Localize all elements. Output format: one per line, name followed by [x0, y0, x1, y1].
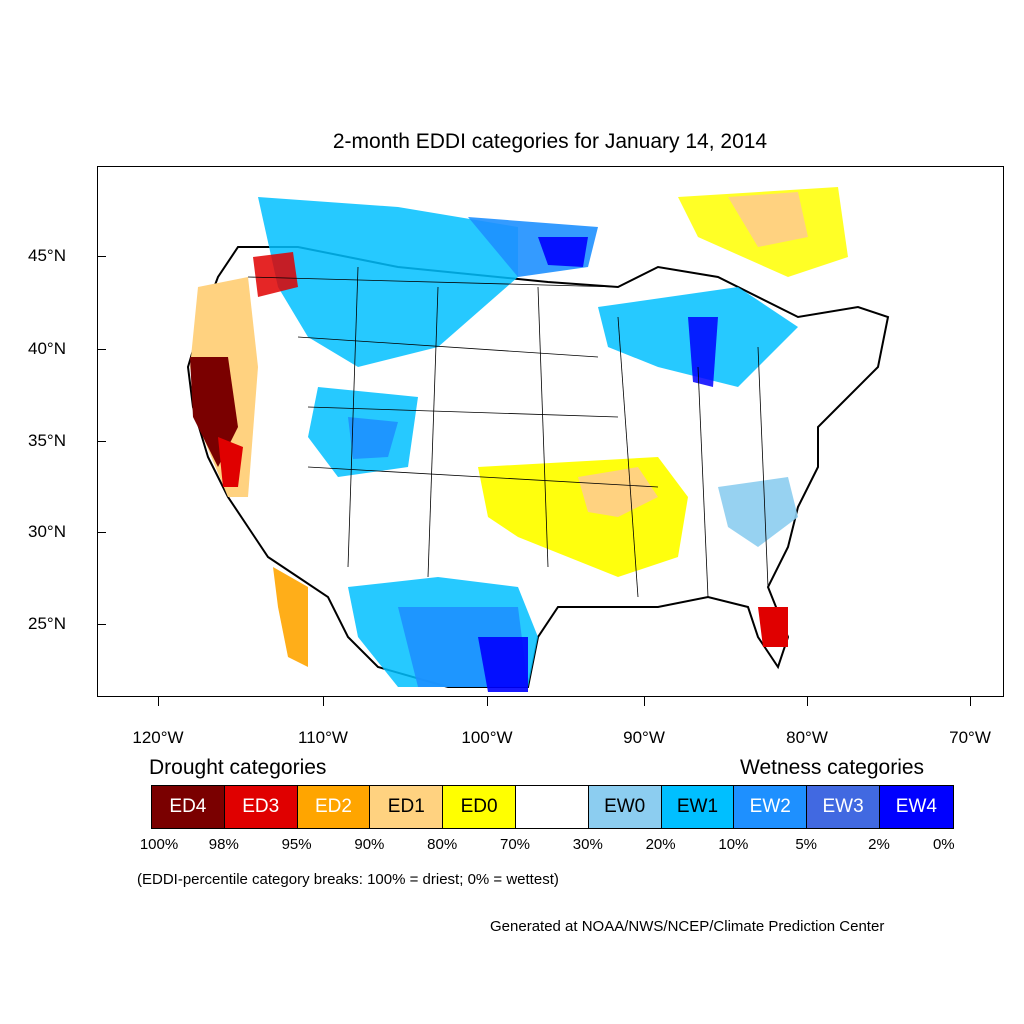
y-label-35: 35°N: [28, 431, 66, 450]
y-label-40: 40°N: [28, 339, 66, 358]
x-label-100: 100°W: [461, 728, 513, 747]
dry-baja: [273, 567, 308, 667]
y-tick-45: [97, 256, 106, 257]
x-tick-90: [644, 697, 645, 706]
dry-northeast-core: [728, 192, 808, 247]
percent-break: 95%: [281, 836, 312, 853]
y-tick-40: [97, 349, 106, 350]
wetness-title: Wetness categories: [740, 756, 925, 779]
legend-box-ew0: EW0: [588, 786, 662, 828]
x-label-80: 80°W: [786, 728, 828, 747]
legend-box-normal: [515, 786, 589, 828]
dry-california-edge: [218, 437, 243, 487]
state-boundaries: [247, 266, 769, 598]
x-label-120: 120°W: [132, 728, 184, 747]
percent-break: 0%: [932, 836, 955, 853]
x-tick-80: [807, 697, 808, 706]
legend-box-ed3: ED3: [224, 786, 298, 828]
legend-box-ew4: EW4: [879, 786, 953, 828]
y-tick-30: [97, 532, 106, 533]
map-title: 2-month EDDI categories for January 14, …: [332, 130, 768, 153]
percent-break: 100%: [139, 836, 179, 853]
y-label-45: 45°N: [28, 246, 66, 265]
credit-line: Generated at NOAA/NWS/NCEP/Climate Predi…: [490, 918, 885, 935]
legend-box-ed4: ED4: [152, 786, 225, 828]
percent-break: 30%: [572, 836, 603, 853]
x-label-70: 70°W: [949, 728, 991, 747]
x-tick-110: [323, 697, 324, 706]
y-tick-35: [97, 441, 106, 442]
legend-box-ew1: EW1: [661, 786, 735, 828]
wet-lake-core: [538, 237, 588, 267]
legend-box-ed1: ED1: [370, 786, 444, 828]
dry-california: [190, 357, 238, 467]
x-tick-120: [158, 697, 159, 706]
y-label-30: 30°N: [28, 522, 66, 541]
drought-title: Drought categories: [149, 756, 327, 779]
wet-texas-coast: [478, 637, 528, 692]
legend-box-ew2: EW2: [734, 786, 808, 828]
percent-break: 80%: [427, 836, 458, 853]
wet-four-corners: [348, 417, 398, 459]
y-label-25: 25°N: [28, 614, 66, 633]
wet-northern-plains: [258, 197, 518, 367]
category-legend: ED4 ED3 ED2 ED1 ED0 EW0 EW1 EW2 EW3 EW4: [151, 785, 954, 829]
map-panel: [97, 166, 1004, 697]
percent-break: 20%: [645, 836, 676, 853]
x-label-110: 110°W: [298, 728, 348, 747]
percent-break: 90%: [354, 836, 385, 853]
percent-break: 5%: [795, 836, 818, 853]
x-label-90: 90°W: [623, 728, 665, 747]
dry-arkansas: [578, 467, 658, 517]
legend-box-ew3: EW3: [807, 786, 880, 828]
y-tick-25: [97, 624, 106, 625]
legend-box-ed0: ED0: [443, 786, 516, 828]
percent-break: 10%: [718, 836, 749, 853]
x-tick-100: [487, 697, 488, 706]
percent-break: 70%: [499, 836, 531, 853]
wet-southeast-coast: [718, 477, 798, 547]
percent-break: 98%: [208, 836, 239, 853]
eddi-map: [186, 187, 890, 692]
legend-box-ed2: ED2: [297, 786, 371, 828]
wet-lake-michigan: [688, 317, 718, 387]
category-note: (EDDI-percentile category breaks: 100% =…: [137, 871, 559, 888]
dry-oregon: [253, 252, 298, 297]
percent-break: 2%: [868, 836, 890, 853]
x-tick-70: [970, 697, 971, 706]
dry-florida: [758, 607, 788, 647]
